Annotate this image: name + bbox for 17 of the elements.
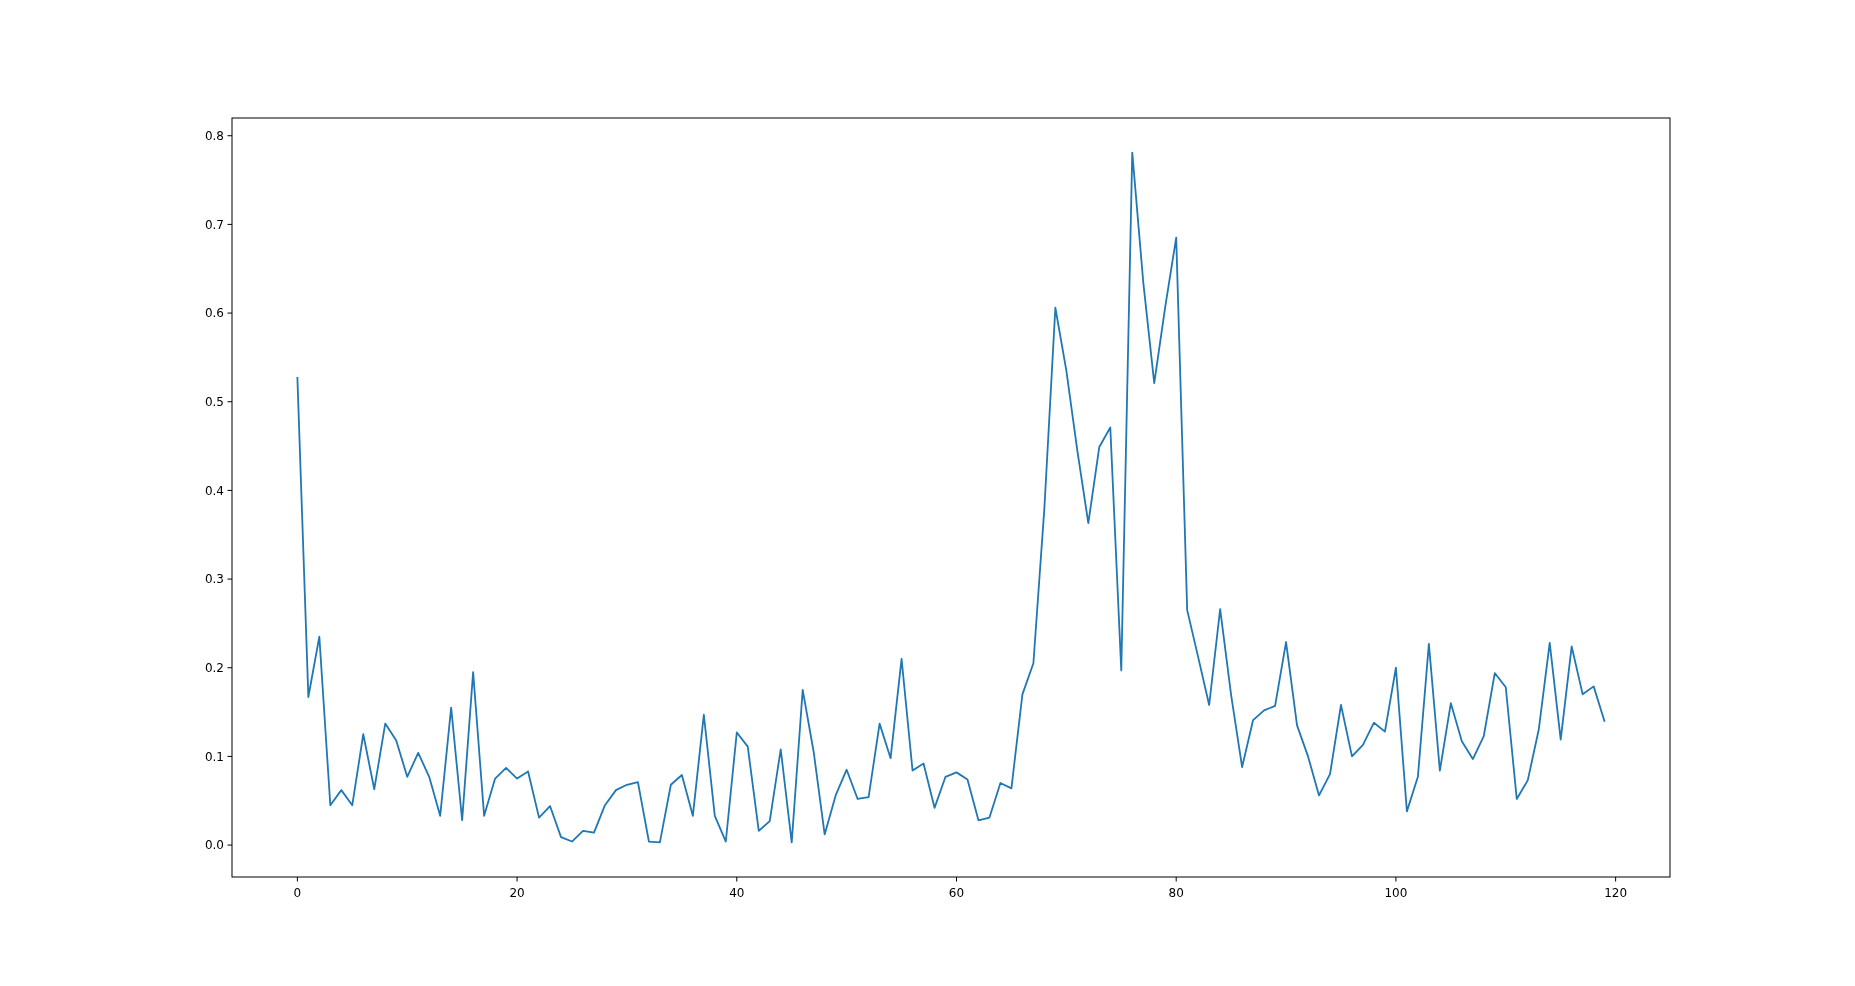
x-tick-label: 60 (948, 886, 965, 900)
y-tick-label: 0.6 (204, 306, 224, 321)
line-series (296, 151, 1606, 844)
y-tick-label: 0.0 (204, 838, 224, 853)
y-tick-label: 0.5 (204, 394, 224, 409)
x-tick-label: 100 (1384, 886, 1408, 900)
y-tick-label: 0.2 (204, 660, 224, 675)
y-tick-label: 0.7 (204, 217, 224, 232)
x-tick-label: 40 (729, 886, 745, 900)
y-tick-label: 0.1 (204, 749, 224, 764)
x-tick-label: 120 (1604, 886, 1628, 900)
x-tick-label: 0 (293, 886, 302, 900)
y-tick-label: 0.4 (204, 483, 224, 498)
x-tick-label: 80 (1168, 886, 1184, 900)
x-tick-label: 20 (509, 886, 525, 900)
y-tick-label: 0.3 (204, 572, 224, 587)
y-tick-label: 0.8 (204, 128, 224, 143)
